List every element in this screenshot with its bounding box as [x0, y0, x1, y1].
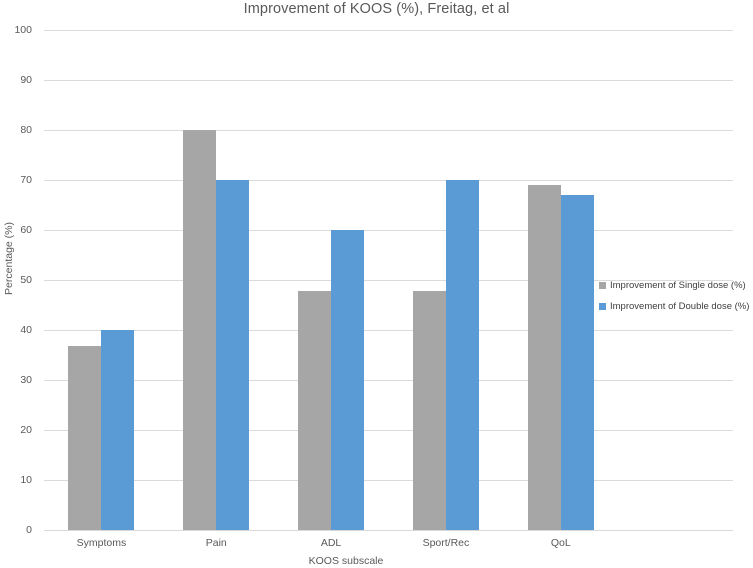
legend: Improvement of Single dose (%) Improvemen… — [599, 278, 749, 320]
gridline-30 — [44, 380, 733, 381]
gridline-70 — [44, 180, 733, 181]
bar-single-adl — [298, 291, 332, 530]
y-tick-label-80: 80 — [20, 124, 32, 136]
bar-group-pain — [183, 130, 250, 530]
y-tick-label-40: 40 — [20, 324, 32, 336]
bar-group-qol — [527, 185, 594, 530]
legend-label: Improvement of Single dose (%) — [610, 279, 746, 291]
y-tick-label-70: 70 — [20, 174, 32, 186]
gridline-50 — [44, 280, 733, 281]
bar-group-adl — [298, 230, 365, 530]
plot-area — [44, 30, 733, 531]
x-tick-label-adl: ADL — [320, 537, 342, 549]
legend-swatch-icon — [599, 302, 606, 310]
chart-title: Improvement of KOOS (%), Freitag, et al — [243, 1, 510, 17]
bar-double-sport-rec — [445, 180, 479, 530]
y-tick-label-60: 60 — [20, 224, 32, 236]
y-tick-label-50: 50 — [20, 274, 32, 286]
legend-swatch-icon — [599, 281, 606, 289]
y-tick-label-20: 20 — [20, 424, 32, 436]
legend-label: Improvement of Double dose (%) — [610, 300, 750, 312]
gridline-10 — [44, 480, 733, 481]
bar-group-sport-rec — [412, 180, 479, 530]
gridline-100 — [44, 30, 733, 31]
x-tick-label-sport-rec: Sport/Rec — [422, 537, 470, 549]
y-tick-label-100: 100 — [14, 24, 32, 36]
bar-single-sport-rec — [412, 291, 446, 530]
gridline-90 — [44, 80, 733, 81]
x-tick-label-qol: QoL — [550, 537, 571, 549]
x-tick-label-symptoms: Symptoms — [76, 537, 127, 549]
x-tick-label-pain: Pain — [205, 537, 227, 549]
y-tick-label-0: 0 — [26, 524, 32, 536]
bar-double-pain — [216, 180, 250, 530]
y-tick-label-10: 10 — [20, 474, 32, 486]
bar-group-symptoms — [68, 330, 135, 530]
bar-single-pain — [183, 130, 217, 530]
gridline-20 — [44, 430, 733, 431]
y-tick-label-30: 30 — [20, 374, 32, 386]
gridline-40 — [44, 330, 733, 331]
gridline-80 — [44, 130, 733, 131]
y-tick-label-90: 90 — [20, 74, 32, 86]
legend-item-single-dose: Improvement of Single dose (%) — [599, 278, 749, 292]
legend-item-double-dose: Improvement of Double dose (%) — [599, 299, 749, 313]
bar-single-symptoms — [68, 346, 102, 530]
bar-double-qol — [560, 195, 594, 530]
bar-double-adl — [331, 230, 365, 530]
x-axis-title: KOOS subscale — [308, 555, 384, 567]
bar-single-qol — [527, 185, 561, 530]
gridline-60 — [44, 230, 733, 231]
bar-double-symptoms — [101, 330, 135, 530]
